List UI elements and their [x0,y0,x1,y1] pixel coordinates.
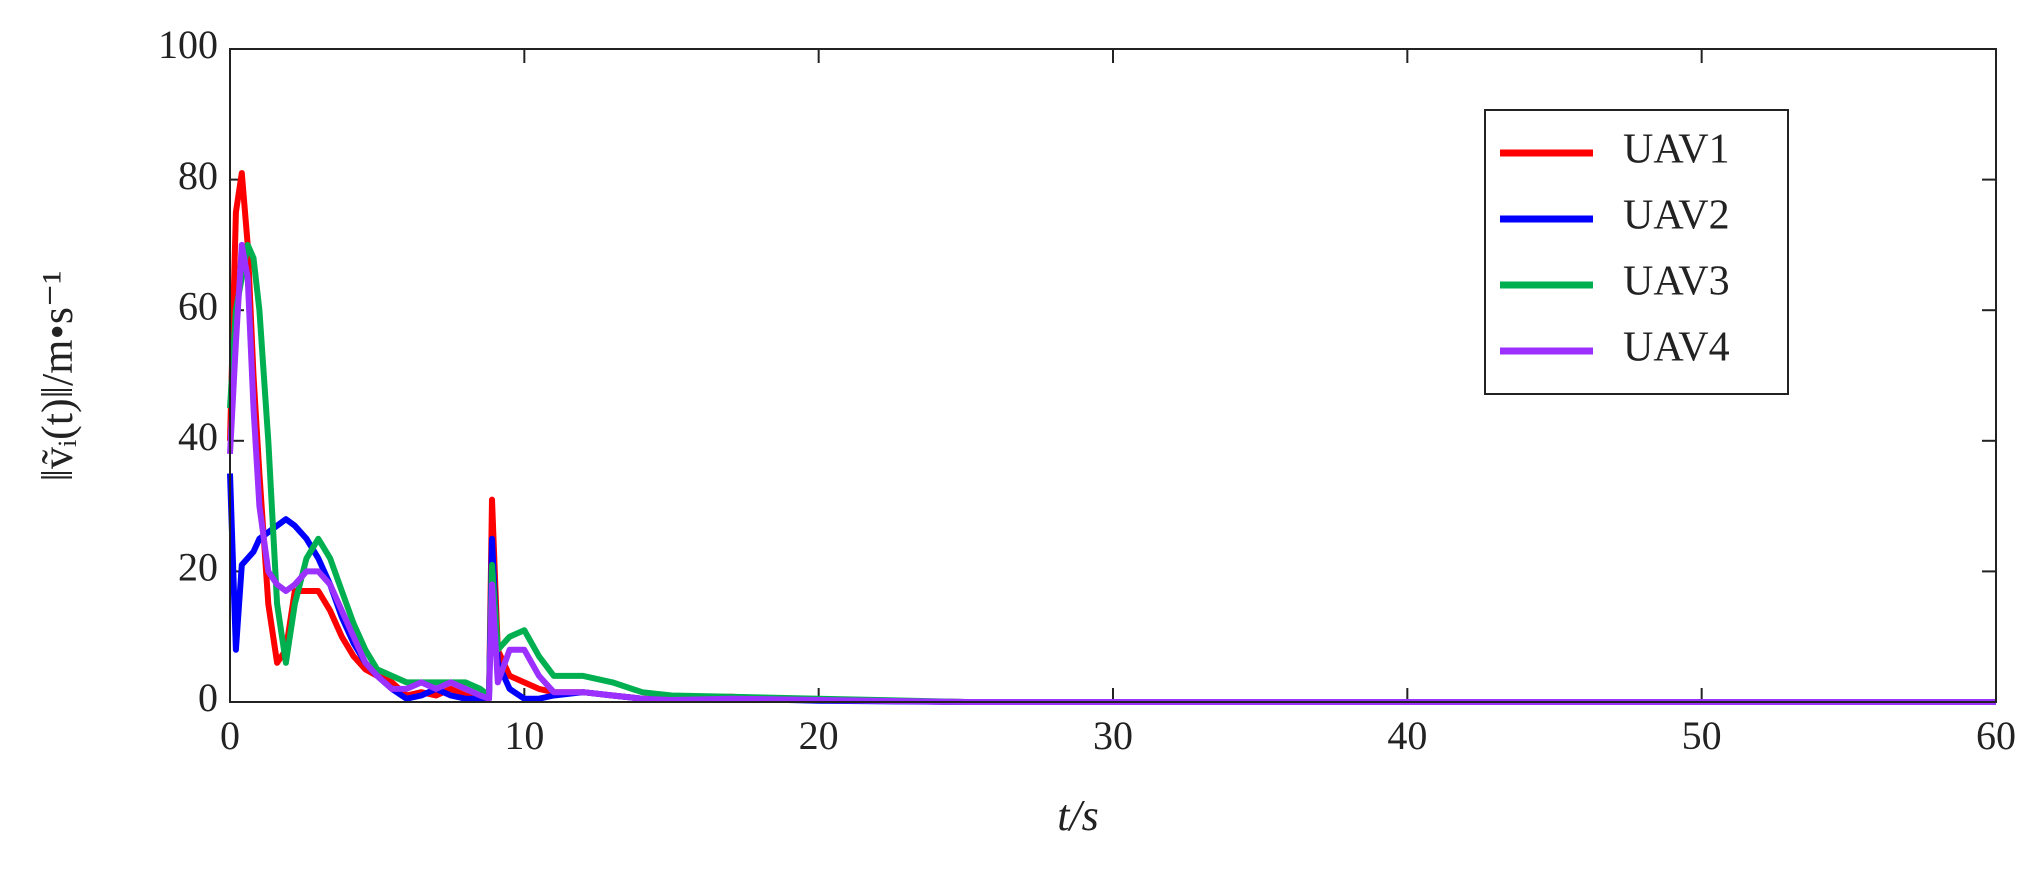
x-tick-label: 50 [1682,713,1722,758]
y-tick-label: 100 [158,22,218,67]
plot-frame [229,48,1997,703]
y-tick-label: 60 [178,283,218,328]
y-tick-label: 20 [178,545,218,590]
legend-label: UAV3 [1623,259,1730,305]
x-tick-label: 40 [1387,713,1427,758]
y-tick-label: 80 [178,153,218,198]
x-tick-label: 30 [1093,713,1133,758]
x-axis-label: t/s [1057,791,1099,840]
x-tick-label: 60 [1976,713,2016,758]
legend-box [1484,109,1789,395]
legend-label: UAV4 [1623,325,1730,371]
x-tick-label: 20 [799,713,839,758]
x-tick-label: 10 [504,713,544,758]
legend-label: UAV2 [1623,193,1730,239]
legend-label: UAV1 [1623,127,1730,173]
y-tick-label: 0 [198,675,218,720]
series-line [227,241,1996,705]
y-axis-label: ‖ṽᵢ(t)‖/m•s⁻¹ [33,271,82,482]
x-tick-label: 0 [220,713,240,758]
y-tick-label: 40 [178,414,218,459]
